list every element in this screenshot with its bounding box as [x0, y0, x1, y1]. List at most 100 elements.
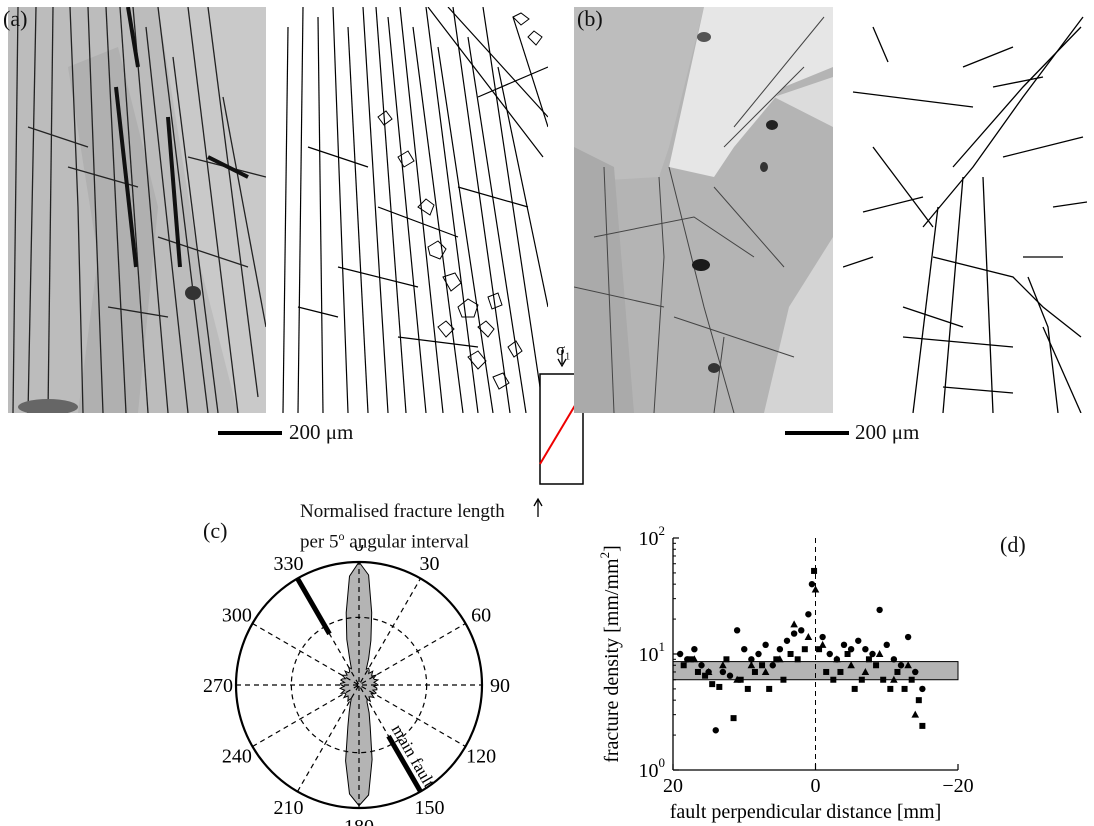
trace-a-lines	[282, 7, 548, 413]
point-circle	[912, 668, 919, 676]
y-tick-label: 102	[639, 523, 666, 550]
panel-a-label: (a)	[3, 6, 28, 31]
point-triangle	[719, 661, 727, 669]
sigma-arrow-top	[557, 350, 567, 368]
point-circle	[676, 650, 684, 658]
point-triangle	[811, 585, 820, 593]
sigma-subscript: 1	[565, 351, 571, 363]
point-circle	[798, 627, 805, 634]
angle-label-240: 240	[222, 746, 252, 768]
rose-diagram: main fault030609012015018021024027030033…	[203, 545, 510, 826]
angle-label-270: 270	[203, 675, 233, 697]
point-triangle	[761, 667, 770, 675]
point-circle	[748, 656, 755, 663]
point-square	[709, 681, 716, 688]
point-circle	[904, 633, 912, 641]
angle-label-330: 330	[274, 553, 304, 575]
angle-label-120: 120	[466, 746, 496, 768]
point-square	[830, 676, 837, 683]
point-circle	[840, 641, 848, 649]
scale-label-b: 200 μm	[855, 420, 920, 444]
point-triangle	[890, 675, 898, 683]
point-triangle	[847, 661, 855, 669]
rose-spoke	[252, 622, 466, 748]
point-triangle	[790, 620, 798, 628]
point-square	[780, 676, 787, 683]
point-triangle	[911, 710, 920, 718]
rose-title-sup: o	[338, 529, 345, 543]
point-square	[773, 656, 780, 663]
micrograph-b-features	[574, 7, 833, 413]
point-triangle	[776, 655, 784, 663]
point-circle	[819, 633, 826, 641]
point-square	[851, 685, 858, 692]
point-square	[816, 646, 823, 653]
scale-label-a: 200 μm	[289, 420, 354, 444]
point-circle	[790, 630, 798, 637]
point-square	[744, 685, 751, 692]
x-tick-label: 20	[663, 775, 683, 797]
y-axis-label: fracture density [mm/mm2]	[597, 545, 623, 763]
panel-d-label: (d)	[1000, 532, 1026, 557]
angle-label-180: 180	[344, 816, 374, 826]
rose-title: Normalised fracture length per 5o angula…	[300, 500, 505, 554]
point-triangle	[690, 655, 699, 663]
point-circle	[869, 650, 876, 658]
panel-c-label: (c)	[203, 518, 228, 543]
point-circle	[776, 645, 784, 653]
panel-a-micrograph	[8, 7, 266, 413]
main-fault-line-lower	[386, 734, 423, 793]
point-square	[865, 656, 872, 663]
point-triangle	[833, 655, 841, 663]
rose-title-line1: Normalised fracture length	[300, 501, 505, 522]
point-triangle	[733, 675, 741, 683]
point-circle	[919, 685, 926, 693]
point-circle	[698, 662, 705, 669]
point-circle	[762, 641, 769, 649]
scale-bar-b	[785, 431, 849, 435]
angle-label-300: 300	[222, 605, 252, 627]
point-square	[873, 662, 880, 669]
point-square	[794, 656, 801, 663]
point-square	[716, 683, 723, 690]
point-triangle	[904, 661, 912, 669]
angle-label-150: 150	[415, 797, 445, 819]
point-triangle	[818, 640, 827, 648]
point-circle	[741, 645, 748, 653]
point-circle	[847, 645, 855, 653]
panel-b-micrograph	[574, 7, 833, 413]
angle-label-60: 60	[471, 605, 491, 627]
point-square	[787, 651, 794, 657]
rose-inner-circle	[290, 616, 428, 754]
point-square	[723, 656, 730, 663]
angle-label-30: 30	[420, 553, 440, 575]
rose-spoke	[252, 622, 466, 748]
point-circle	[855, 637, 862, 644]
sigma-arrow-bottom	[533, 497, 543, 517]
point-square	[858, 676, 865, 683]
point-square	[908, 676, 915, 683]
point-square	[751, 668, 758, 675]
point-square	[680, 662, 687, 669]
trace-b-lines	[843, 16, 1087, 413]
point-circle	[805, 611, 812, 618]
angle-label-90: 90	[490, 675, 510, 697]
point-circle	[876, 606, 883, 614]
point-square	[702, 672, 709, 679]
rose-outer-circle	[234, 560, 484, 810]
point-circle	[726, 672, 734, 679]
point-square	[823, 668, 830, 675]
point-circle	[890, 656, 898, 663]
point-square	[801, 646, 808, 653]
stress-sigma-label: σ1	[556, 340, 570, 362]
x-tick-label: 0	[811, 775, 821, 797]
point-square	[901, 685, 908, 692]
rose-spoke	[296, 578, 422, 792]
point-triangle	[747, 661, 756, 669]
point-square	[687, 656, 694, 663]
point-square	[919, 722, 926, 729]
point-triangle	[704, 667, 713, 675]
point-circle	[733, 627, 741, 634]
point-circle	[769, 662, 776, 669]
